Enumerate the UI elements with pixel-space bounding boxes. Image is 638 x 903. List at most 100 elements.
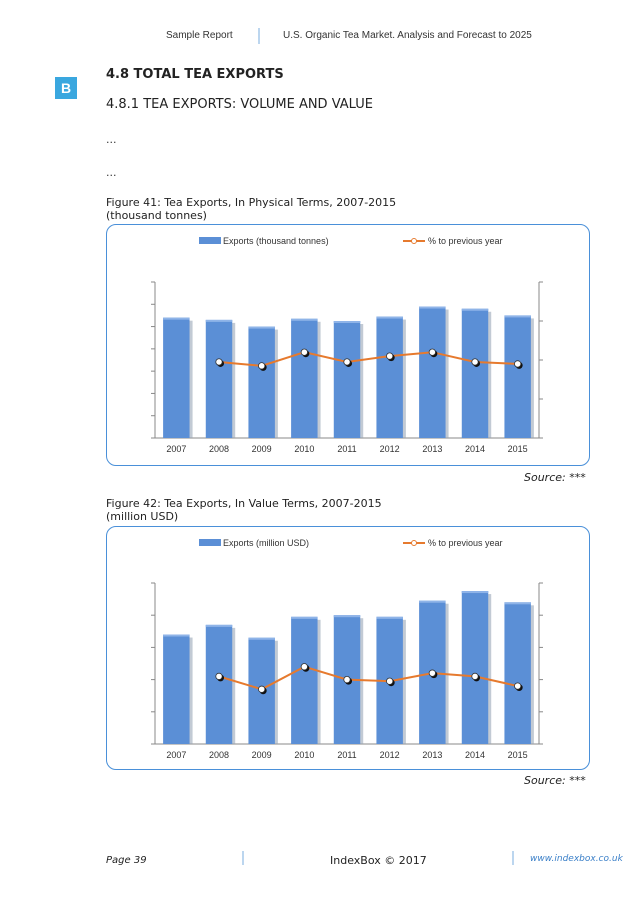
ellipsis-1: ... xyxy=(106,133,117,146)
section-title: 4.8 TOTAL TEA EXPORTS xyxy=(106,67,284,82)
x-tick-label: 2007 xyxy=(166,750,186,760)
line-point xyxy=(215,672,223,680)
figure-42-caption-title: Figure 42: Tea Exports, In Value Terms, … xyxy=(106,497,382,510)
line-point xyxy=(258,685,266,693)
header-left: Sample Report xyxy=(166,30,233,41)
legend-line-marker xyxy=(411,238,417,244)
x-tick-label: 2012 xyxy=(380,750,400,760)
figure-42-chart: Exports (million USD) % to previous year 2… xyxy=(106,526,590,770)
bar-top-highlight xyxy=(419,600,446,603)
line-point xyxy=(428,348,436,356)
footer-separator-2 xyxy=(512,851,514,865)
line-point xyxy=(471,358,479,366)
x-tick-label: 2011 xyxy=(337,750,356,760)
bar-top-highlight xyxy=(333,615,361,618)
bar-top-highlight xyxy=(248,326,275,329)
x-tick-label: 2009 xyxy=(252,444,272,454)
line-point xyxy=(343,358,351,366)
logo: B xyxy=(55,77,77,99)
figure-41-source: Source: *** xyxy=(524,471,586,484)
x-tick-label: 2013 xyxy=(422,444,442,454)
bar-2010 xyxy=(291,616,318,744)
line-point xyxy=(300,348,308,356)
x-tick-label: 2010 xyxy=(294,444,314,454)
legend-bar-label: Exports (million USD) xyxy=(223,538,309,548)
bar-2015 xyxy=(504,602,531,744)
x-tick-label: 2008 xyxy=(209,750,229,760)
bar-2008 xyxy=(205,319,233,438)
chart-physical: Exports (thousand tonnes) % to previous y… xyxy=(151,236,543,454)
header-separator xyxy=(258,28,260,44)
x-tick-label: 2011 xyxy=(337,444,356,454)
figure-41-caption-unit: (thousand tonnes) xyxy=(106,209,207,222)
legend-line-marker xyxy=(411,540,417,546)
bar-2012 xyxy=(376,316,403,438)
bar-top-highlight xyxy=(205,319,233,322)
legend-line-label: % to previous year xyxy=(428,236,503,246)
x-tick-label: 2015 xyxy=(508,750,528,760)
bar-2009 xyxy=(248,326,275,438)
x-tick-label: 2008 xyxy=(209,444,229,454)
bar-2011 xyxy=(333,321,361,438)
bar-2014 xyxy=(461,308,489,438)
legend-bar-swatch xyxy=(199,237,221,244)
line-point xyxy=(471,672,479,680)
bar-2010 xyxy=(291,318,318,438)
bar-2015 xyxy=(504,315,531,438)
bar-top-highlight xyxy=(376,616,403,619)
bar-top-highlight xyxy=(291,616,318,619)
legend-bar-swatch xyxy=(199,539,221,546)
line-point xyxy=(428,669,436,677)
bar-top-highlight xyxy=(163,634,190,637)
figure-41-chart: Exports (thousand tonnes) % to previous y… xyxy=(106,224,590,466)
footer-copyright: IndexBox © 2017 xyxy=(330,854,427,867)
bar-2008 xyxy=(205,624,233,744)
line-point xyxy=(514,360,522,368)
series-line xyxy=(218,665,518,691)
chart-legend: Exports (million USD) % to previous year xyxy=(199,538,503,548)
bar-top-highlight xyxy=(205,624,233,627)
bar-top-highlight xyxy=(376,316,403,319)
x-tick-label: 2014 xyxy=(465,750,485,760)
series-line xyxy=(218,351,518,367)
x-tick-label: 2013 xyxy=(422,750,442,760)
x-tick-label: 2015 xyxy=(508,444,528,454)
x-tick-label: 2007 xyxy=(166,444,186,454)
source-label: Source: xyxy=(524,471,566,484)
bar-2014 xyxy=(461,591,489,744)
figure-41-caption-title: Figure 41: Tea Exports, In Physical Term… xyxy=(106,196,397,209)
bar-2007 xyxy=(163,634,190,744)
legend-bar-label: Exports (thousand tonnes) xyxy=(223,236,329,246)
source-value: *** xyxy=(569,471,586,484)
x-tick-label: 2009 xyxy=(252,750,272,760)
x-tick-label: 2014 xyxy=(465,444,485,454)
bar-top-highlight xyxy=(504,315,531,318)
line-point xyxy=(386,352,394,360)
chart-value: Exports (million USD) % to previous year 2… xyxy=(151,538,543,760)
source-value: *** xyxy=(569,774,586,787)
bar-top-highlight xyxy=(461,591,489,594)
bar-top-highlight xyxy=(419,306,446,309)
bar-top-highlight xyxy=(504,602,531,605)
bar-top-highlight xyxy=(248,637,275,640)
line-point xyxy=(386,677,394,685)
x-tick-label: 2010 xyxy=(294,750,314,760)
figure-42-caption: Figure 42: Tea Exports, In Value Terms, … xyxy=(106,497,382,523)
chart-legend: Exports (thousand tonnes) % to previous y… xyxy=(199,236,503,246)
bar-top-highlight xyxy=(291,318,318,321)
line-point xyxy=(258,362,266,370)
footer-separator-1 xyxy=(242,851,244,865)
x-tick-label: 2012 xyxy=(380,444,400,454)
line-point xyxy=(215,358,223,366)
figure-41-caption: Figure 41: Tea Exports, In Physical Term… xyxy=(106,196,396,222)
bar-top-highlight xyxy=(333,321,361,323)
bar-top-highlight xyxy=(461,308,489,311)
legend-line-label: % to previous year xyxy=(428,538,503,548)
line-point xyxy=(300,663,308,671)
line-point xyxy=(514,682,522,690)
figure-42-caption-unit: (million USD) xyxy=(106,510,179,523)
figure-42-source: Source: *** xyxy=(524,774,586,787)
footer-page: Page 39 xyxy=(106,855,147,866)
footer-url[interactable]: www.indexbox.co.uk xyxy=(530,854,623,864)
bar-2013 xyxy=(419,306,446,438)
